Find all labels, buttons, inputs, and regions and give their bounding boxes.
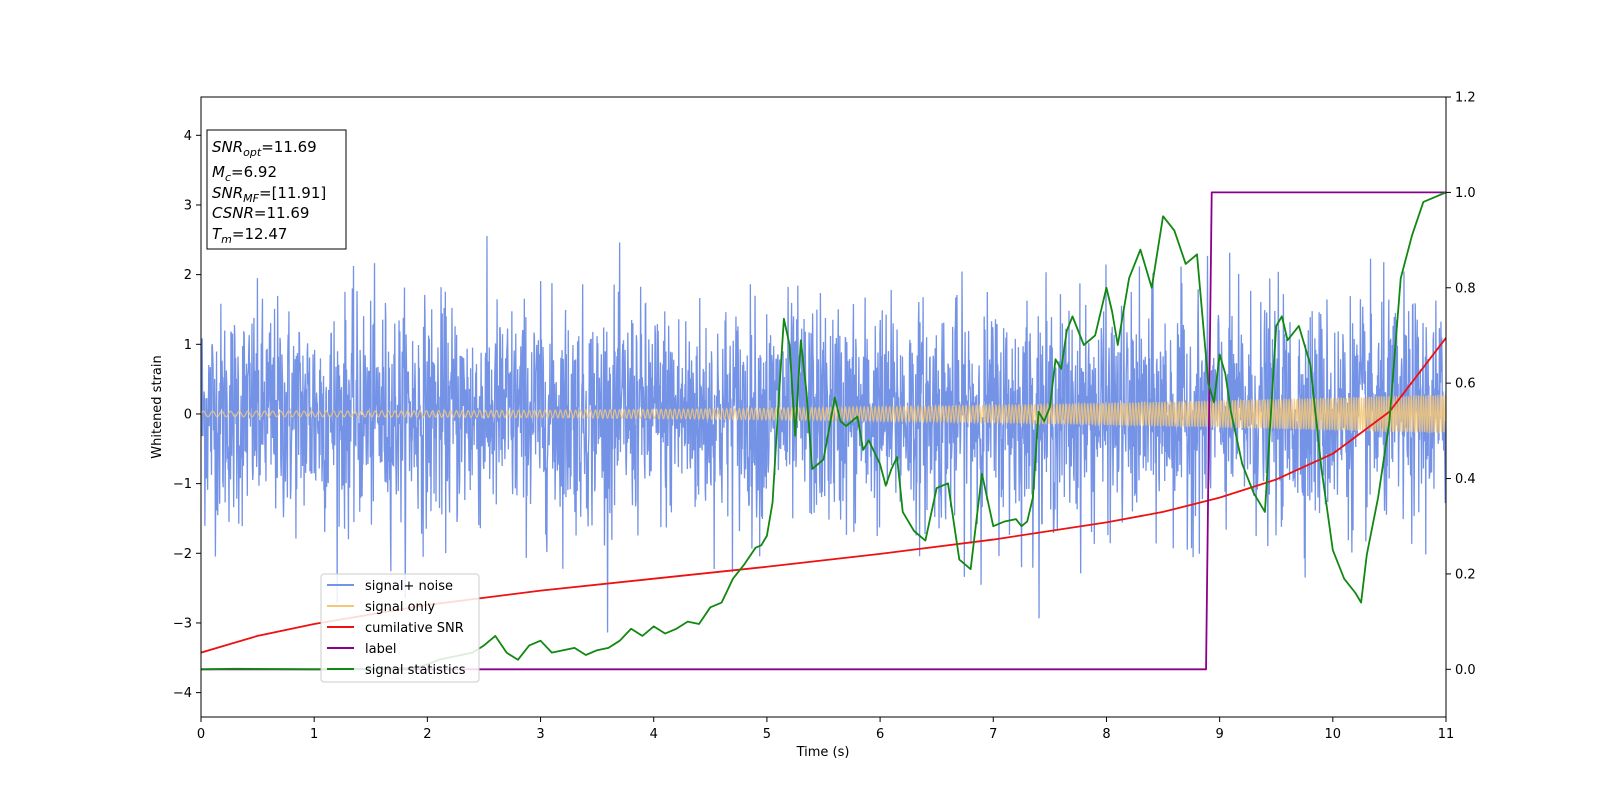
x-tick-label: 3 [536, 727, 544, 742]
y-right-tick-label: 1.0 [1455, 186, 1476, 201]
x-axis-label: Time (s) [796, 745, 850, 760]
y-left-tick-label: 1 [184, 338, 192, 353]
y-right-tick-label: 1.2 [1455, 91, 1476, 106]
x-tick-label: 0 [197, 727, 205, 742]
y-right-tick-label: 0.2 [1455, 567, 1476, 582]
x-tick-label: 6 [876, 727, 884, 742]
series-line-signal-only [201, 394, 1446, 434]
y-left-tick-label: −4 [173, 686, 192, 701]
y-left-tick-label: −3 [173, 616, 192, 631]
x-tick-label: 7 [989, 727, 997, 742]
y-right-tick-label: 0.0 [1455, 663, 1476, 678]
legend-label: signal+ noise [365, 579, 453, 594]
x-tick-label: 4 [650, 727, 658, 742]
x-axis: 0 1 2 3 4 5 6 7 8 9 10 11 [197, 717, 1454, 742]
legend-label: signal statistics [365, 663, 466, 678]
stats-annotation: SNRopt=11.69 Mc=6.92SNRMF=[11.91]CSNR=11.… [206, 129, 347, 250]
x-tick-label: 5 [763, 727, 771, 742]
series-line-label [201, 191, 1446, 671]
y-left-tick-label: 4 [184, 129, 192, 144]
annotation-line: Tm=12.47 [212, 225, 287, 246]
annotation-line: CSNR=11.69 [212, 204, 309, 222]
y-left-tick-label: −2 [173, 547, 192, 562]
legend-label: cumilative SNR [365, 621, 464, 636]
annotation-line: Mc=6.92 [212, 163, 277, 184]
x-tick-label: 11 [1438, 727, 1455, 742]
y-left-tick-label: 0 [184, 407, 192, 422]
y-left-tick-label: 2 [184, 268, 192, 283]
x-tick-label: 1 [310, 727, 318, 742]
legend: signal+ noise signal only cumilative SNR la… [320, 573, 480, 683]
series-line-signal-statistics [201, 191, 1446, 671]
annotation-frame [206, 129, 347, 250]
annotation-line: SNRopt=11.69 [212, 138, 317, 159]
plot-frame [200, 96, 1447, 718]
x-tick-label: 8 [1102, 727, 1110, 742]
x-tick-label: 10 [1325, 727, 1342, 742]
x-tick-label: 9 [1215, 727, 1223, 742]
legend-label: signal only [365, 600, 435, 615]
y-right-tick-label: 0.6 [1455, 377, 1476, 392]
legend-frame [320, 573, 480, 683]
y-axis-right: 0.0 0.2 0.4 0.6 0.8 1.0 1.2 [1446, 91, 1476, 678]
y-left-tick-label: −1 [173, 477, 192, 492]
y-axis-label: Whitened strain [150, 355, 165, 458]
series-line-signal-noise [201, 236, 1446, 633]
y-axis-left: −4 −3 −2 −1 0 1 2 3 4 [173, 129, 201, 701]
x-tick-label: 2 [423, 727, 431, 742]
y-right-tick-label: 0.8 [1455, 281, 1476, 296]
y-right-tick-label: 0.4 [1455, 472, 1476, 487]
y-left-tick-label: 3 [184, 198, 192, 213]
legend-label: label [365, 642, 396, 657]
annotation-line: SNRMF=[11.91] [212, 184, 326, 205]
